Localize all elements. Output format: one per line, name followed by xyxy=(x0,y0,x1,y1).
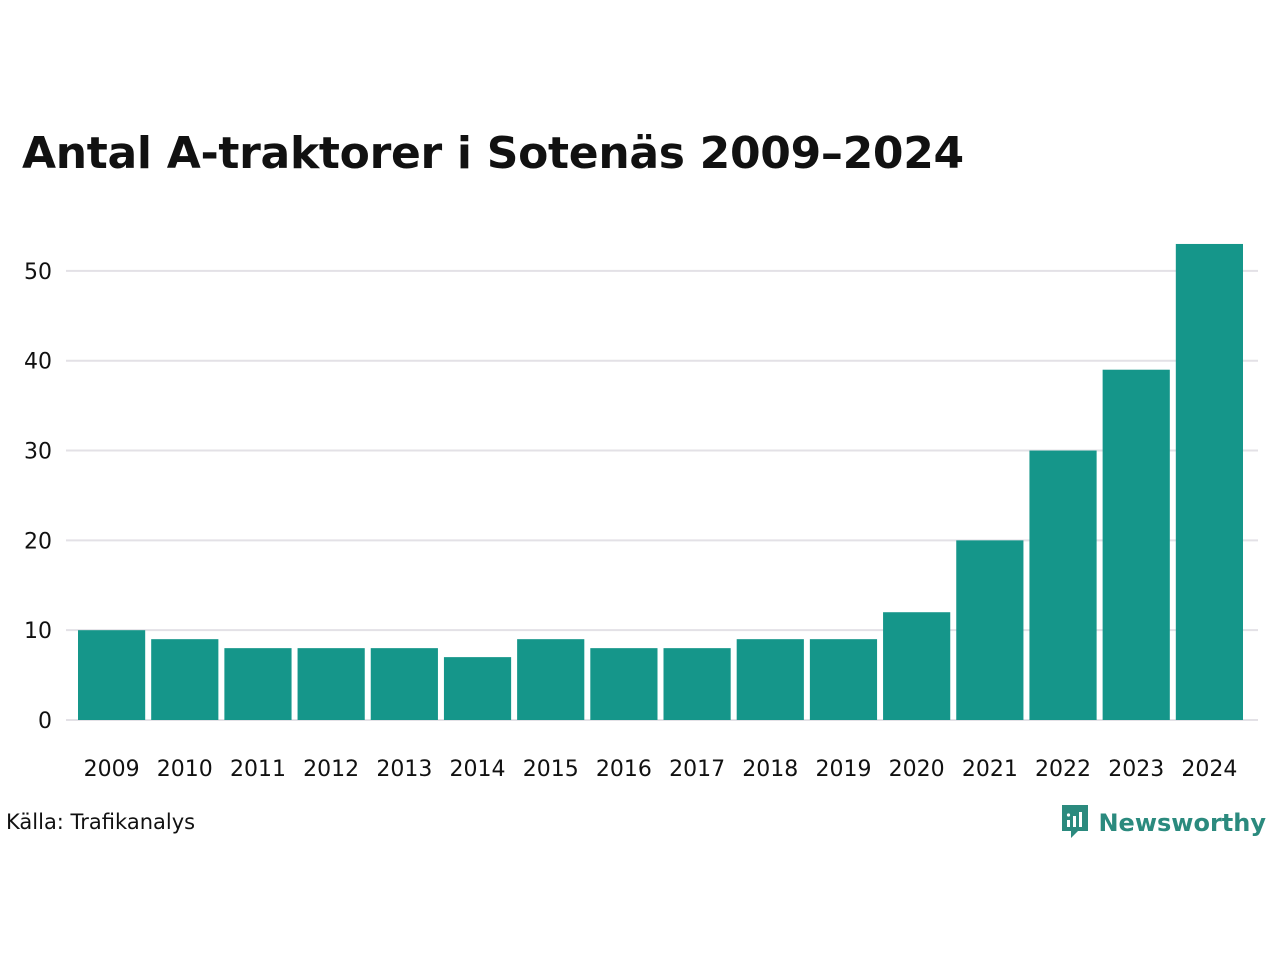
x-tick-label: 2017 xyxy=(669,757,725,782)
bar-2023 xyxy=(1102,369,1170,720)
brand-name: Newsworthy xyxy=(1098,809,1266,837)
x-tick-label: 2024 xyxy=(1181,757,1237,782)
x-tick-label: 2020 xyxy=(889,757,945,782)
x-tick-label: 2016 xyxy=(596,757,652,782)
bar-2024 xyxy=(1175,243,1243,721)
source-label: Källa: Trafikanalys xyxy=(6,810,196,834)
bar-2020 xyxy=(883,612,951,720)
x-tick-label: 2015 xyxy=(523,757,579,782)
bar-2012 xyxy=(297,648,365,720)
bar-2017 xyxy=(663,648,731,720)
bar-2014 xyxy=(443,657,512,720)
x-axis-ticks: 2009 2010 2011 2012 2013 2014 2015 2016 2017 2018… xyxy=(84,757,1238,782)
bar-2013 xyxy=(370,648,438,720)
bars xyxy=(78,243,1243,721)
chart-title: Antal A-traktorer i Sotenäs 2009–2024 xyxy=(22,128,964,179)
x-tick-label: 2014 xyxy=(450,757,506,782)
x-tick-label: 2009 xyxy=(84,757,140,782)
bar-2019 xyxy=(809,639,878,720)
y-tick-label: 30 xyxy=(24,440,52,465)
bar-2011 xyxy=(224,648,292,720)
bar-2015 xyxy=(517,639,585,720)
y-tick-label: 10 xyxy=(24,619,52,644)
bar-2009 xyxy=(78,630,146,720)
x-tick-label: 2012 xyxy=(303,757,359,782)
bar-2018 xyxy=(736,639,804,720)
x-tick-label: 2022 xyxy=(1035,757,1091,782)
x-tick-label: 2010 xyxy=(157,757,213,782)
y-tick-label: 40 xyxy=(24,350,52,375)
y-tick-label: 0 xyxy=(38,709,52,734)
x-tick-label: 2013 xyxy=(376,757,432,782)
y-tick-label: 50 xyxy=(24,260,52,285)
y-tick-label: 20 xyxy=(24,529,52,554)
bar-2021 xyxy=(956,540,1024,720)
x-tick-label: 2023 xyxy=(1108,757,1164,782)
bar-2010 xyxy=(151,639,219,720)
bar-2016 xyxy=(590,648,658,720)
newsworthy-logo-icon xyxy=(1060,803,1090,843)
x-tick-label: 2018 xyxy=(742,757,798,782)
bar-2022 xyxy=(1029,450,1097,720)
x-tick-label: 2021 xyxy=(962,757,1018,782)
brand-logo[interactable]: Newsworthy xyxy=(1060,803,1266,843)
x-tick-label: 2019 xyxy=(815,757,871,782)
x-tick-label: 2011 xyxy=(230,757,286,782)
y-axis-ticks: 0 10 20 30 40 50 xyxy=(24,260,52,734)
